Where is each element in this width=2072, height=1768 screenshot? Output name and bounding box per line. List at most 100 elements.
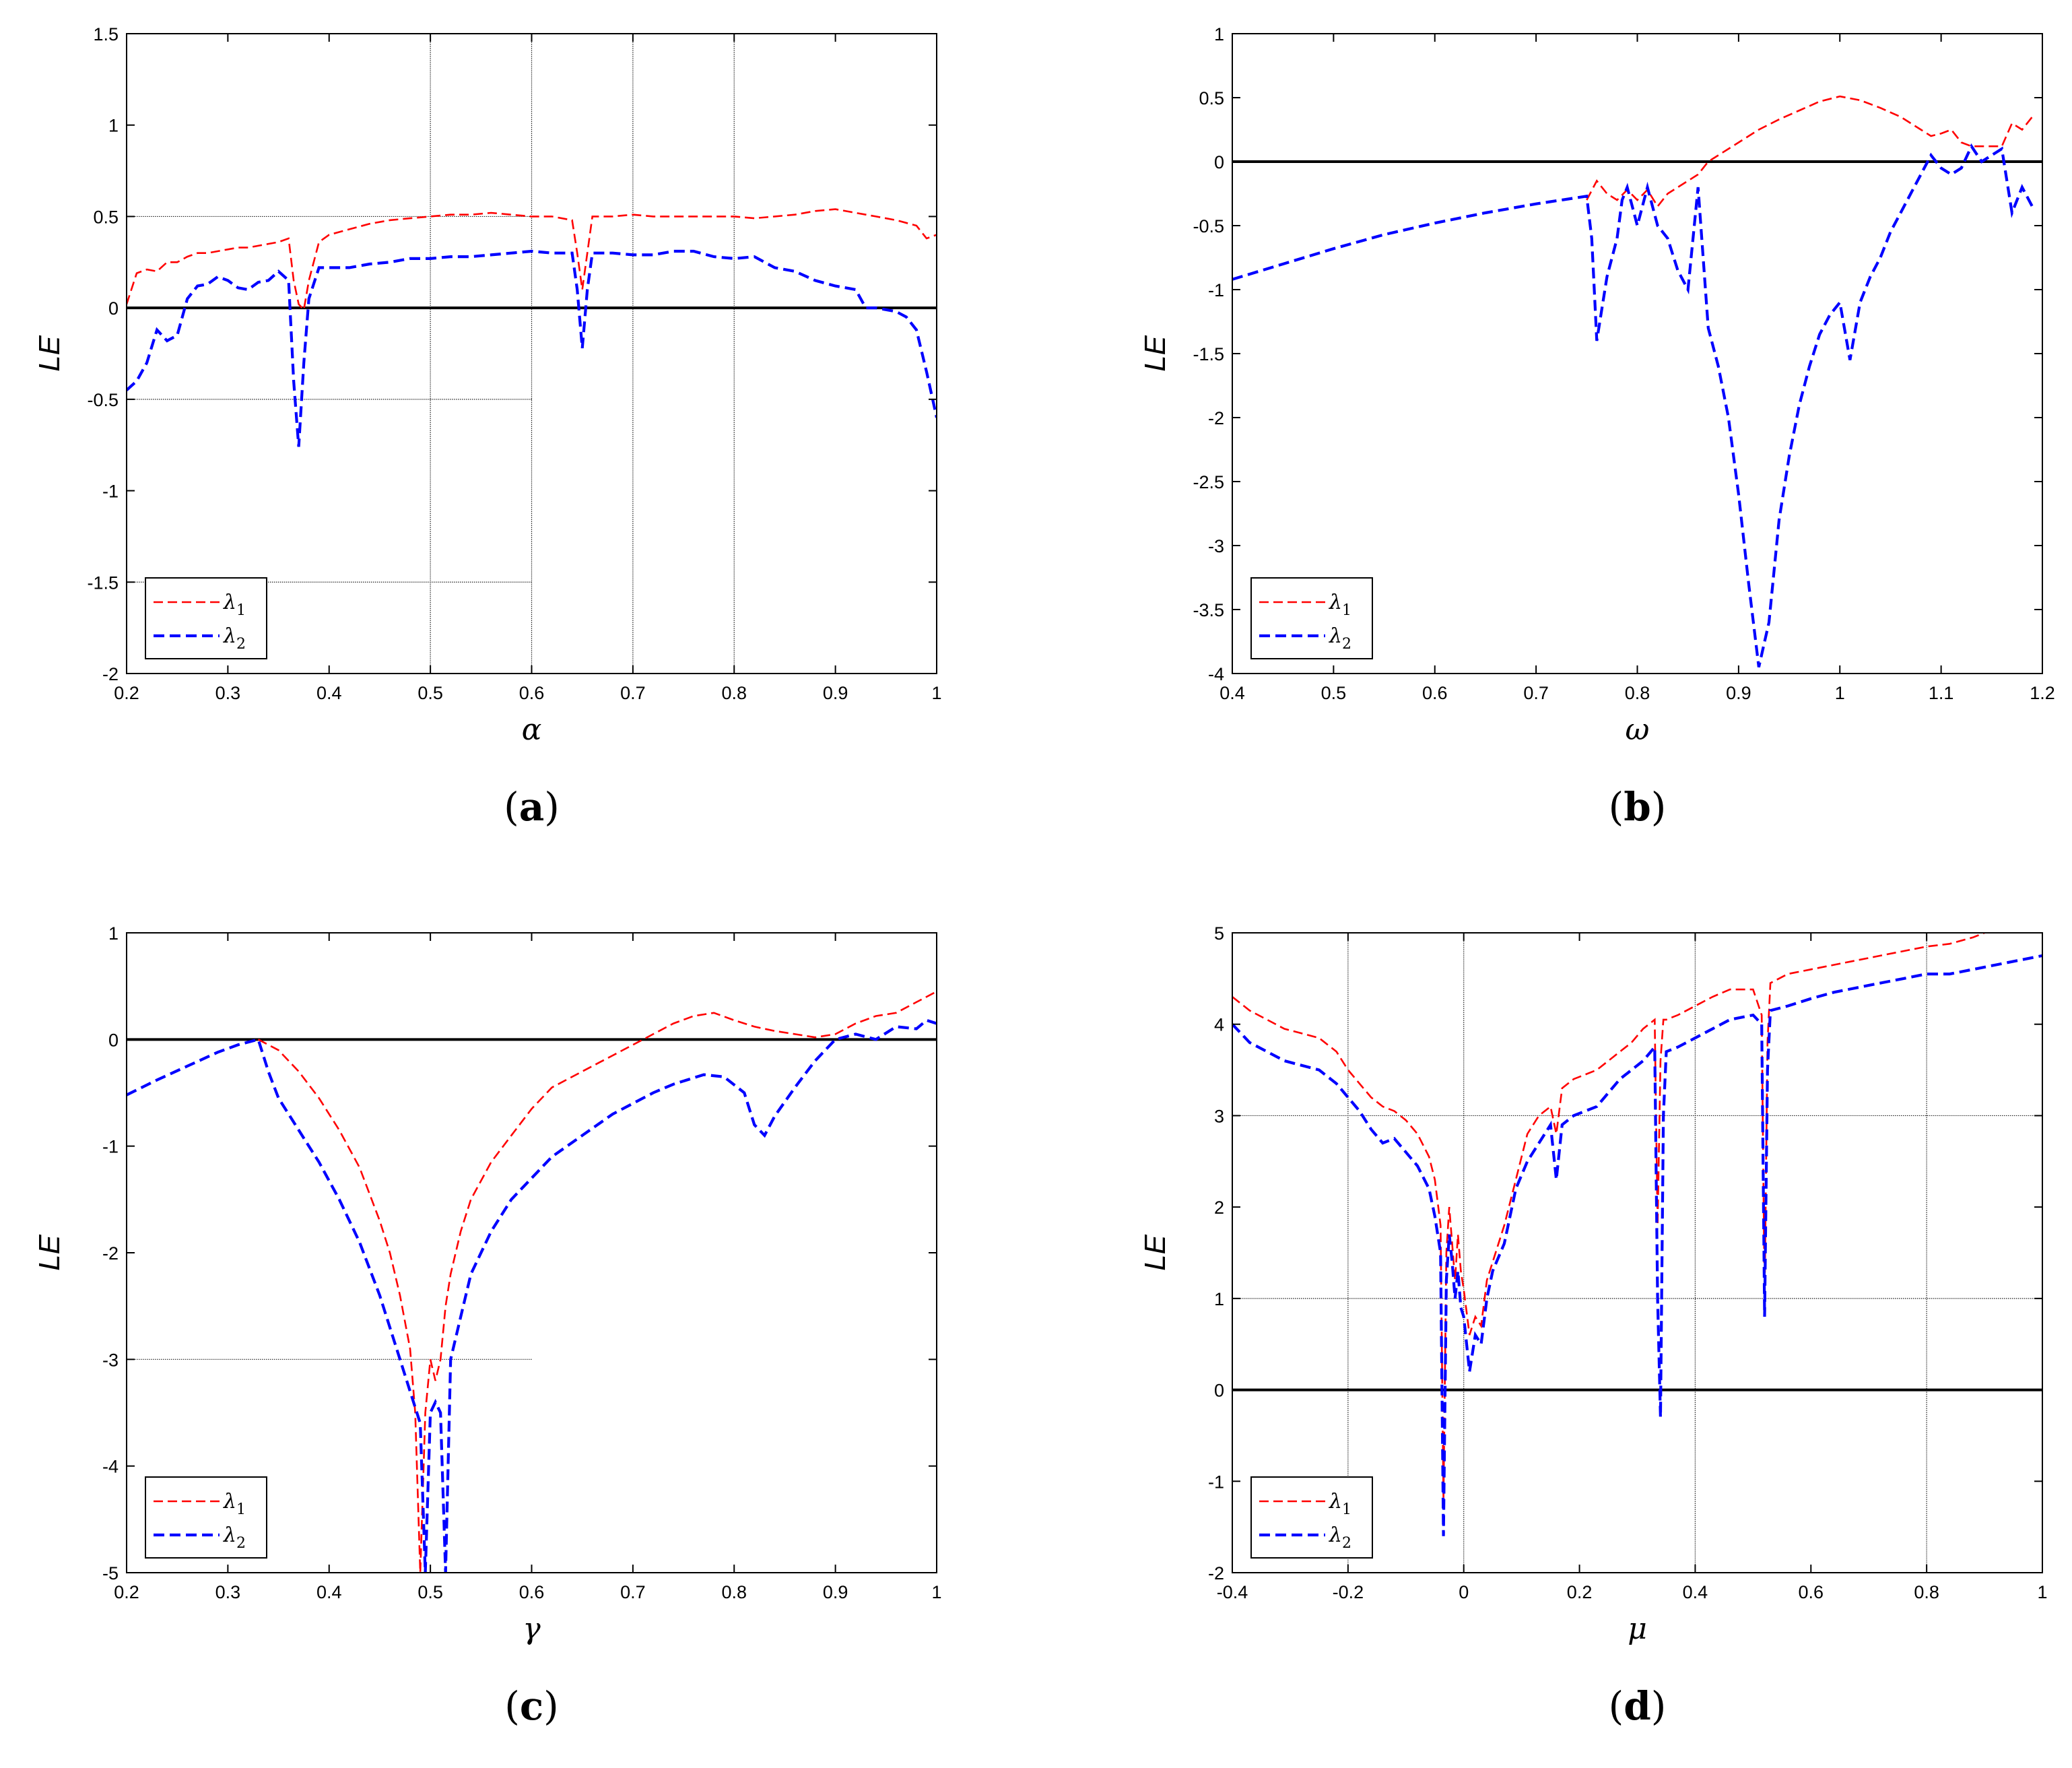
x-tick-label: 1 — [931, 683, 941, 703]
legend-symbol: λ — [223, 591, 236, 614]
legend-subscript: 2 — [236, 1535, 246, 1552]
y-tick-label: -0.5 — [1193, 216, 1224, 236]
x-tick-label: 0.8 — [721, 683, 747, 703]
chart-panel-a: 0.2 0.3 0.4 0.5 0.6 0.7 0.8 0.9 1 -2 -1.5 -1 -0.5 0 0… — [33, 24, 942, 830]
legend-box — [1250, 577, 1373, 659]
y-tick-label: -4 — [1208, 664, 1224, 684]
x-tick-label: 0.6 — [1799, 1582, 1824, 1602]
plot-frame — [1232, 932, 2043, 1573]
legend-label: λ1 — [223, 591, 246, 619]
caption-letter: b — [1624, 784, 1651, 830]
x-tick-label: 0.3 — [215, 683, 241, 703]
series-lambda1-line — [127, 208, 937, 312]
y-tick-labels: -2 -1.5 -1 -0.5 0 0.5 1 1.5 — [87, 24, 119, 684]
x-tick-label: 0.7 — [1523, 683, 1549, 703]
y-tick-label: 0 — [108, 298, 119, 319]
series-lambda1-line — [1232, 933, 1985, 1500]
x-tick-label: 0.8 — [721, 1582, 747, 1602]
axes — [126, 33, 937, 674]
x-tick-label: -0.2 — [1333, 1582, 1364, 1602]
x-tick-label: 1 — [1835, 683, 1845, 703]
legend: λ1 λ2 — [145, 577, 267, 659]
series-lines — [1232, 95, 2034, 667]
grid-lines — [127, 34, 735, 674]
y-tick-labels: -5 -4 -3 -2 -1 0 1 — [102, 923, 119, 1583]
series-lambda1-line — [1586, 95, 2034, 208]
legend-box — [1250, 1476, 1373, 1559]
axes — [1232, 33, 2043, 674]
y-tick-label: -1 — [1208, 280, 1224, 300]
x-tick-label: 0.6 — [1422, 683, 1448, 703]
legend-symbol: λ — [223, 1524, 236, 1547]
x-tick-label: 0.5 — [417, 683, 443, 703]
x-tick-label: 0.2 — [114, 1582, 139, 1602]
x-tick-label: 0.5 — [417, 1582, 443, 1602]
y-tick-label: 0.5 — [93, 207, 119, 227]
x-tick-label: 0.4 — [1219, 683, 1245, 703]
y-tick-label: 0 — [108, 1030, 119, 1050]
x-axis-label: α — [522, 713, 542, 747]
legend-label: λ2 — [1329, 1524, 1351, 1552]
y-tick-label: -1 — [1208, 1472, 1224, 1492]
x-tick-labels: -0.4 -0.2 0 0.2 0.4 0.6 0.8 1 — [1217, 1582, 2048, 1602]
panel-caption: (c) — [504, 1683, 559, 1729]
x-tick-label: 1.2 — [2030, 683, 2055, 703]
x-tick-label: 0.9 — [823, 683, 848, 703]
legend-symbol: λ — [1329, 591, 1342, 614]
legend-label: λ1 — [223, 1490, 246, 1518]
legend-symbol: λ — [1329, 1524, 1342, 1547]
y-axis-label: LE — [1139, 1234, 1172, 1270]
chart-panel-c: 0.2 0.3 0.4 0.5 0.6 0.7 0.8 0.9 1 -5 -4 -3 -2 -1 0 1 L… — [33, 923, 942, 1729]
panel-caption: (d) — [1609, 1683, 1667, 1729]
series-lambda2-line — [1232, 954, 2042, 1536]
legend-box — [145, 577, 267, 659]
x-tick-label: 0.7 — [620, 1582, 646, 1602]
series-lambda2-line — [1232, 143, 2034, 667]
y-tick-label: -3 — [102, 1350, 119, 1370]
y-tick-label: -0.5 — [87, 390, 119, 410]
caption-letter: d — [1624, 1683, 1651, 1729]
legend-subscript: 2 — [1342, 636, 1351, 653]
y-tick-labels: -4 -3.5 -3 -2.5 -2 -1.5 -1 -0.5 0 0.5 1 — [1193, 24, 1224, 684]
legend-symbol: λ — [223, 1490, 236, 1513]
x-tick-labels: 0.2 0.3 0.4 0.5 0.6 0.7 0.8 0.9 1 — [114, 683, 941, 703]
y-tick-label: -2.5 — [1193, 472, 1224, 492]
y-tick-label: 1 — [108, 923, 119, 944]
y-tick-label: 4 — [1214, 1015, 1224, 1035]
y-tick-label: -1.5 — [87, 572, 119, 593]
legend-symbol: λ — [223, 624, 236, 648]
y-tick-label: 1 — [1214, 24, 1224, 44]
y-tick-label: -3 — [1208, 536, 1224, 556]
x-tick-label: 0.2 — [114, 683, 139, 703]
legend-subscript: 2 — [1342, 1535, 1351, 1552]
legend-label: λ2 — [223, 624, 246, 653]
x-tick-label: 0.8 — [1914, 1582, 1939, 1602]
y-tick-label: -3.5 — [1193, 600, 1224, 620]
legend-entry-lambda1: λ1 — [154, 1490, 246, 1518]
legend-entry-lambda2: λ2 — [1259, 624, 1351, 653]
y-tick-label: -2 — [1208, 408, 1224, 428]
series-lines — [127, 208, 937, 447]
panel-caption: (b) — [1609, 784, 1667, 830]
y-tick-label: -1.5 — [1193, 344, 1224, 364]
caption-letter: c — [520, 1683, 543, 1729]
legend-entry-lambda2: λ2 — [1259, 1524, 1351, 1552]
caption-letter: a — [519, 784, 545, 830]
x-axis-label: μ — [1628, 1612, 1647, 1646]
x-tick-label: 0.5 — [1321, 683, 1347, 703]
legend-entry-lambda2: λ2 — [154, 1524, 246, 1552]
series-lines — [1232, 933, 2042, 1536]
x-tick-label: 0.2 — [1567, 1582, 1593, 1602]
y-axis-label: LE — [33, 1234, 66, 1270]
x-tick-label: 0.4 — [316, 1582, 342, 1602]
axes — [126, 932, 937, 1573]
x-axis-label: γ — [523, 1612, 541, 1646]
panel-caption: (a) — [504, 784, 560, 830]
x-axis-label: ω — [1626, 713, 1650, 747]
legend-box — [145, 1476, 267, 1559]
x-tick-label: 0.9 — [1726, 683, 1751, 703]
y-tick-label: -2 — [1208, 1563, 1224, 1583]
